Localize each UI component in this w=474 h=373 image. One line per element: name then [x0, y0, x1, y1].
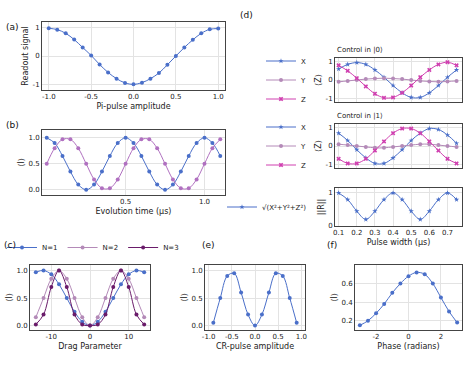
svg-text:√(X²+Y²+Z²): √(X²+Y²+Z²)	[262, 204, 306, 212]
svg-text:2: 2	[439, 333, 443, 341]
svg-text:N=2: N=2	[103, 244, 119, 252]
svg-text:Pi-pulse amplitude: Pi-pulse amplitude	[96, 102, 170, 111]
svg-text:0.0: 0.0	[249, 333, 260, 341]
svg-text:0.0: 0.0	[191, 322, 202, 330]
svg-text:Control in |0⟩: Control in |0⟩	[337, 46, 383, 54]
svg-text:Drag Parameter: Drag Parameter	[58, 342, 122, 351]
svg-text:-0.5: -0.5	[225, 333, 239, 341]
svg-text:-1: -1	[33, 81, 40, 89]
svg-text:0: 0	[35, 52, 39, 60]
svg-text:0.5: 0.5	[273, 333, 284, 341]
svg-text:Y: Y	[300, 77, 306, 85]
svg-text:(f): (f)	[327, 240, 337, 250]
svg-text:0.4: 0.4	[387, 229, 399, 237]
svg-text:1.0: 1.0	[213, 93, 224, 101]
svg-text:0: 0	[328, 222, 332, 230]
svg-text:Y: Y	[300, 143, 306, 151]
svg-text:0.0: 0.0	[128, 93, 139, 101]
svg-text:0.2: 0.2	[341, 317, 352, 325]
svg-text:⟨I⟩: ⟨I⟩	[330, 293, 339, 302]
svg-text:X: X	[301, 58, 306, 66]
svg-text:⟨Z⟩: ⟨Z⟩	[314, 140, 323, 152]
svg-text:0.5: 0.5	[28, 160, 39, 168]
svg-text:-1: -1	[326, 95, 333, 103]
svg-text:⟨I⟩: ⟨I⟩	[5, 293, 14, 302]
svg-text:0.6: 0.6	[341, 280, 353, 288]
svg-text:-0.5: -0.5	[84, 93, 98, 101]
svg-text:-10: -10	[46, 333, 57, 341]
svg-text:(c): (c)	[4, 240, 16, 250]
svg-text:0: 0	[328, 142, 332, 150]
svg-text:⟨I⟩: ⟨I⟩	[17, 158, 26, 167]
svg-text:1: 1	[328, 124, 332, 132]
svg-text:N=3: N=3	[163, 244, 179, 252]
svg-text:0.0: 0.0	[28, 186, 39, 194]
svg-text:(d): (d)	[240, 10, 253, 20]
svg-text:Evolution time (μs): Evolution time (μs)	[96, 207, 172, 216]
svg-text:1: 1	[328, 58, 332, 66]
svg-text:1: 1	[35, 24, 39, 32]
svg-text:0.0: 0.0	[16, 322, 27, 330]
svg-text:0: 0	[88, 333, 92, 341]
svg-text:0.5: 0.5	[120, 198, 131, 206]
svg-text:0: 0	[406, 333, 410, 341]
svg-text:⟨I⟩: ⟨I⟩	[180, 293, 189, 302]
svg-text:0.5: 0.5	[406, 229, 417, 237]
svg-text:10: 10	[124, 333, 133, 341]
svg-text:0.3: 0.3	[369, 229, 380, 237]
svg-text:0.5: 0.5	[16, 295, 27, 303]
svg-text:Readout signal: Readout signal	[21, 26, 30, 85]
svg-text:Phase (radians): Phase (radians)	[377, 342, 439, 351]
svg-text:0.6: 0.6	[424, 229, 436, 237]
svg-text:-2: -2	[373, 333, 380, 341]
svg-text:0.5: 0.5	[170, 93, 181, 101]
svg-text:1.0: 1.0	[28, 134, 39, 142]
svg-text:0.4: 0.4	[341, 299, 353, 307]
svg-text:Pulse width (μs): Pulse width (μs)	[367, 238, 431, 247]
svg-text:0: 0	[328, 76, 332, 84]
svg-text:Control in |1⟩: Control in |1⟩	[337, 112, 383, 120]
svg-text:-1: -1	[326, 161, 333, 169]
svg-text:0.2: 0.2	[351, 229, 362, 237]
svg-text:-1.0: -1.0	[202, 333, 216, 341]
svg-text:1.0: 1.0	[296, 333, 307, 341]
svg-text:-1.0: -1.0	[42, 93, 56, 101]
svg-text:0.1: 0.1	[333, 229, 344, 237]
svg-text:N=1: N=1	[42, 244, 58, 252]
svg-text:CR-pulse amplitude: CR-pulse amplitude	[216, 342, 294, 351]
svg-text:⟨Z⟩: ⟨Z⟩	[314, 74, 323, 86]
svg-text:(a): (a)	[6, 22, 19, 32]
svg-text:0.5: 0.5	[191, 295, 202, 303]
svg-text:1.0: 1.0	[199, 198, 210, 206]
svg-text:(e): (e)	[202, 240, 215, 250]
svg-text:0.7: 0.7	[442, 229, 453, 237]
svg-text:1.0: 1.0	[191, 267, 202, 275]
svg-text:Z: Z	[301, 162, 306, 170]
svg-text:1: 1	[328, 189, 332, 197]
svg-text:1.0: 1.0	[16, 267, 27, 275]
svg-text:X: X	[301, 124, 306, 132]
svg-text:(b): (b)	[6, 120, 19, 130]
svg-text:Z: Z	[301, 96, 306, 104]
svg-text:||R||: ||R||	[317, 199, 326, 215]
